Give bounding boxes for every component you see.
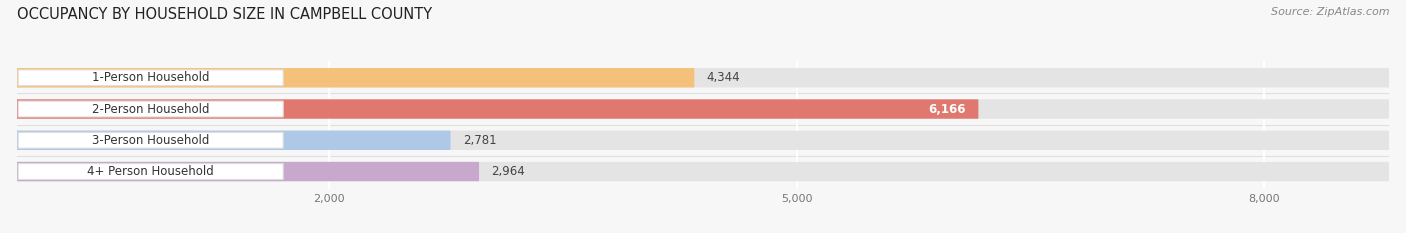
FancyBboxPatch shape	[17, 130, 1389, 150]
FancyBboxPatch shape	[17, 68, 695, 87]
FancyBboxPatch shape	[18, 132, 283, 148]
FancyBboxPatch shape	[17, 99, 979, 119]
FancyBboxPatch shape	[18, 164, 283, 179]
FancyBboxPatch shape	[18, 70, 283, 86]
FancyBboxPatch shape	[17, 68, 1389, 87]
Text: 3-Person Household: 3-Person Household	[91, 134, 209, 147]
Text: 4,344: 4,344	[707, 71, 741, 84]
FancyBboxPatch shape	[17, 162, 479, 181]
Text: 2-Person Household: 2-Person Household	[91, 103, 209, 116]
Text: 2,781: 2,781	[463, 134, 496, 147]
Text: Source: ZipAtlas.com: Source: ZipAtlas.com	[1271, 7, 1389, 17]
FancyBboxPatch shape	[17, 130, 450, 150]
Text: 6,166: 6,166	[928, 103, 966, 116]
Text: 4+ Person Household: 4+ Person Household	[87, 165, 214, 178]
Text: OCCUPANCY BY HOUSEHOLD SIZE IN CAMPBELL COUNTY: OCCUPANCY BY HOUSEHOLD SIZE IN CAMPBELL …	[17, 7, 432, 22]
Text: 2,964: 2,964	[492, 165, 526, 178]
FancyBboxPatch shape	[17, 99, 1389, 119]
FancyBboxPatch shape	[18, 101, 283, 117]
FancyBboxPatch shape	[17, 162, 1389, 181]
Text: 1-Person Household: 1-Person Household	[91, 71, 209, 84]
